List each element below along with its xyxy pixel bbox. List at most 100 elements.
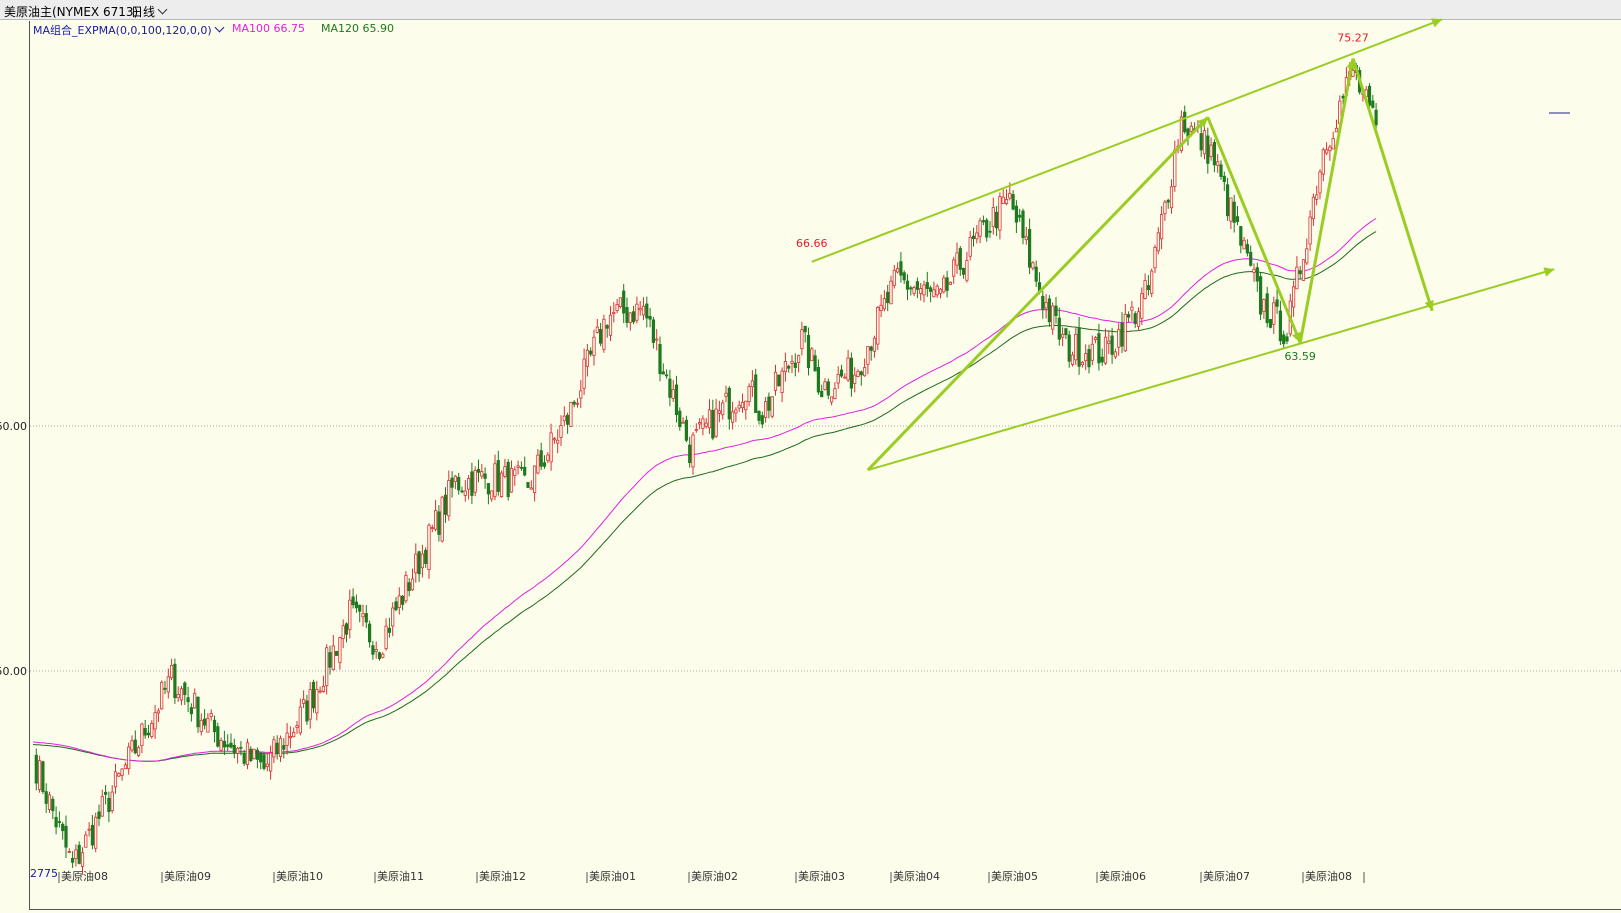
candle-body [1140,293,1144,319]
candle-body [1245,244,1249,254]
candle-body [490,490,494,500]
candle-body [1239,226,1243,246]
candle-body [760,415,764,425]
candle-body [625,307,629,323]
candle-body [1282,334,1286,345]
candle-body [410,578,415,591]
x-axis-label: 美原油02 [691,869,738,883]
candle-body [1255,267,1259,282]
candle-body [803,325,807,333]
candle-body [800,329,804,350]
candle-body [863,367,867,377]
candle-body [1341,95,1345,99]
candle-body [737,404,741,409]
corner-label: 2775 [30,867,58,880]
candle-body [110,791,114,811]
candle-body [556,439,560,444]
candle-body [1028,229,1032,268]
candle-body [638,307,642,311]
candle-body [605,325,609,329]
candle-body [120,768,124,776]
symbol-title[interactable]: 美原油主(NYMEX 6713) [4,5,139,19]
candle-body [506,461,510,498]
candle-body [80,852,85,867]
channel-upper-arrowhead [1431,18,1443,28]
candle-body [1268,318,1273,328]
candle-body [1325,149,1329,154]
candle-body [727,387,731,420]
candle-body [549,432,553,463]
candle-body [249,748,253,762]
candle-body [991,207,995,228]
candle-body [305,700,309,722]
candle-body [948,281,953,285]
candle-body [44,791,48,804]
candle-body [797,355,801,363]
candle-body [787,365,791,369]
x-axis-label: 美原油12 [479,869,526,883]
candle-body [199,719,203,732]
candle-body [971,235,976,240]
indicator-ma-combo[interactable]: MA组合_EXPMA(0,0,100,120,0,0) [33,22,225,38]
period-selector[interactable]: 日线 [131,3,168,20]
candle-body [1265,293,1269,324]
candle-body [466,477,471,490]
candle-body [668,378,672,398]
candle-body [358,604,362,612]
candle-body [235,747,240,754]
candle-body [61,823,65,832]
candle-body [427,524,431,570]
candle-body [965,260,969,281]
candle-body [919,288,923,294]
candle-body [612,312,616,315]
candle-body [1021,210,1025,239]
chart-frame[interactable] [29,21,1621,910]
candle-body [589,350,593,355]
candle-body [896,268,900,273]
candle-body [750,380,755,388]
candle-body [318,690,322,693]
x-axis-label: 美原油04 [893,869,940,883]
candle-body [163,687,167,690]
candle-body [572,401,576,405]
candle-body [622,290,626,314]
candle-body [1328,146,1332,152]
candle-body [892,269,896,286]
candle-body [209,713,213,718]
candle-body [1103,336,1108,364]
x-axis-label: 美原油06 [1099,869,1146,883]
title-bar: 美原油主(NYMEX 6713) 日线 [0,0,1621,20]
candle-body [1321,149,1325,175]
candle-body [1051,305,1055,330]
candle-body [899,261,903,276]
candle-body [1001,196,1005,205]
candle-body [905,280,910,290]
x-axis-label: 美原油08 [1305,869,1352,883]
candle-body [820,390,824,398]
candle-body [731,411,735,423]
candle-body [1044,302,1048,309]
price-annotation: 66.66 [796,237,828,250]
candle-body [229,742,233,748]
candle-body [585,349,590,367]
candle-body [74,849,78,860]
indicator-ma100: MA100 66.75 [232,22,305,35]
candle-body [562,415,566,422]
candle-body [912,287,916,294]
channel-lower-arrowhead [1543,267,1555,277]
candle-body [1061,333,1065,338]
candle-body [1334,127,1339,133]
projection-arrowhead [1424,299,1434,311]
candle-body [344,623,349,635]
candle-body [1014,205,1019,223]
candle-body [641,305,646,316]
candle-body [1301,259,1306,281]
candle-body [414,553,418,574]
candle-body [295,725,299,728]
candle-body [331,645,335,671]
candle-body [981,220,986,223]
candle-body [1031,262,1035,269]
candle-body [945,277,949,291]
candle-body [1166,199,1170,203]
